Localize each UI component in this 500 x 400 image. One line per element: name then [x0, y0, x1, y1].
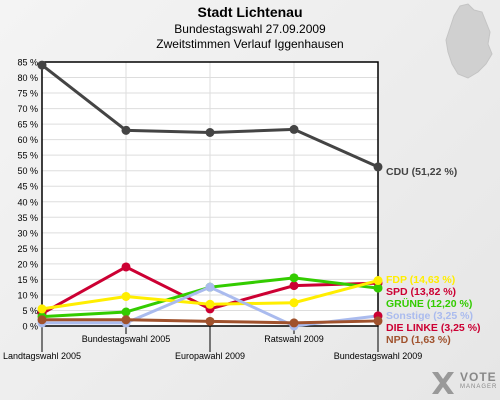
y-tick-label: 50 % [17, 166, 38, 176]
chart-subtitle-2: Zweitstimmen Verlauf Iggenhausen [156, 37, 344, 51]
data-point [121, 125, 131, 135]
data-point [289, 124, 299, 134]
data-point [205, 128, 215, 138]
y-tick-label: 55 % [17, 151, 38, 161]
data-point [205, 282, 215, 292]
x-tick-label: Europawahl 2009 [175, 351, 245, 361]
x-tick-label: Bundestagswahl 2005 [82, 334, 171, 344]
data-point [205, 299, 215, 309]
data-point [37, 315, 47, 325]
y-tick-label: 25 % [17, 244, 38, 254]
y-tick-label: 45 % [17, 182, 38, 192]
data-point [373, 162, 383, 172]
series-layer [37, 60, 383, 331]
y-tick-label: 0 % [22, 322, 38, 332]
data-point [373, 276, 383, 286]
axis-layer: 0 % 5 % 10 % 15 % 20 % 25 % 30 % 35 % 40 % 45 % 50… [3, 58, 422, 362]
logo-text-vote: VOTE [460, 370, 497, 384]
data-point [289, 298, 299, 308]
data-point [205, 316, 215, 326]
series-end-label: Sonstige (3,25 %) [386, 310, 473, 322]
logo-text-manager: MANAGER [460, 384, 498, 390]
chart-title: Stadt Lichtenau [197, 4, 303, 20]
data-point [373, 316, 383, 326]
label-layer: CDU (51,22 %) SPD (13,82 %)GRÜNE (12,20 %… [386, 166, 481, 346]
y-tick-label: 35 % [17, 213, 38, 223]
y-tick-label: 20 % [17, 259, 38, 269]
x-tick-label: Ratswahl 2009 [264, 334, 324, 344]
y-tick-label: 70 % [17, 104, 38, 114]
data-point [121, 262, 131, 272]
y-tick-label: 75 % [17, 89, 38, 99]
y-tick-label: 80 % [17, 73, 38, 83]
series-end-label: SPD (13,82 %) [386, 286, 456, 298]
y-tick-label: 60 % [17, 135, 38, 145]
y-tick-label: 30 % [17, 228, 38, 238]
series-end-label: CDU (51,22 %) [386, 166, 457, 178]
data-point [373, 283, 383, 293]
chart-subtitle: Bundestagswahl 27.09.2009 [174, 22, 326, 36]
data-point [121, 315, 131, 325]
x-tick-label: Landtagswahl 2005 [3, 351, 81, 361]
y-tick-label: 10 % [17, 290, 38, 300]
series-end-label: DIE LINKE (3,25 %) [386, 322, 481, 334]
data-point [121, 291, 131, 301]
vote-manager-logo-icon [432, 372, 454, 394]
data-point [121, 307, 131, 317]
data-point [37, 60, 47, 70]
y-tick-label: 65 % [17, 120, 38, 130]
data-point [289, 318, 299, 328]
series-end-label: GRÜNE (12,20 %) [386, 297, 472, 310]
data-point [289, 273, 299, 283]
x-tick-label: Bundestagswahl 2009 [334, 351, 423, 361]
y-tick-label: 85 % [17, 58, 38, 68]
data-point [289, 281, 299, 291]
y-tick-label: 15 % [17, 275, 38, 285]
series-end-label: NPD (1,63 %) [386, 334, 451, 346]
y-tick-label: 5 % [22, 306, 38, 316]
germany-map-icon [445, 3, 493, 79]
series-end-label: FDP (14,63 %) [386, 274, 455, 286]
data-point [37, 304, 47, 314]
plot-border [41, 61, 379, 327]
y-tick-label: 40 % [17, 197, 38, 207]
